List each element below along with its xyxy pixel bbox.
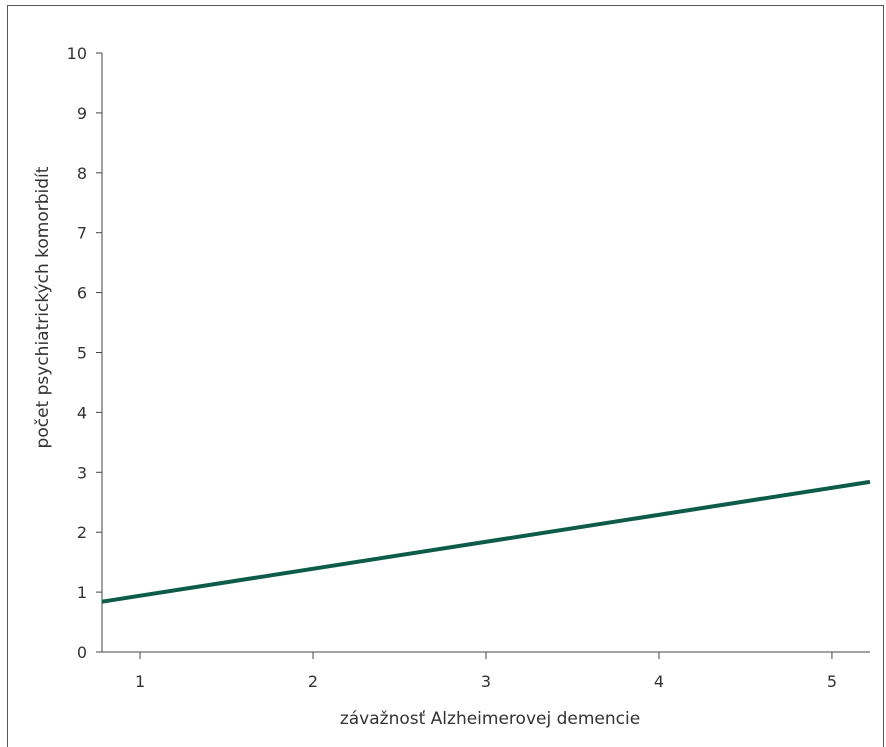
axes [101,53,870,653]
y-ticks: 0 1 2 3 4 5 6 7 8 9 10 [67,44,102,662]
y-tick-label: 3 [77,463,87,482]
chart-frame [7,5,884,747]
x-tick-label: 3 [481,672,491,691]
y-tick-label: 10 [67,44,87,63]
x-tick-label: 1 [135,672,145,691]
y-tick-label: 8 [77,164,87,183]
x-tick-label: 5 [827,672,837,691]
x-tick-label: 2 [308,672,318,691]
y-tick-label: 2 [77,523,87,542]
series-line [101,479,871,604]
y-tick-label: 6 [77,284,87,303]
y-tick-label: 1 [77,583,87,602]
y-tick-label: 9 [77,104,87,123]
y-axis-title: počet psychiatrických komorbidít [33,166,53,448]
x-axis-title: závažnosť Alzheimerovej demencie [340,709,640,729]
x-ticks: 1 2 3 4 5 [135,652,837,691]
series-layer [101,479,871,604]
y-tick-label: 0 [77,643,87,662]
y-tick-label: 5 [77,344,87,363]
y-tick-label: 7 [77,224,87,243]
y-tick-label: 4 [77,403,87,422]
x-tick-label: 4 [654,672,664,691]
